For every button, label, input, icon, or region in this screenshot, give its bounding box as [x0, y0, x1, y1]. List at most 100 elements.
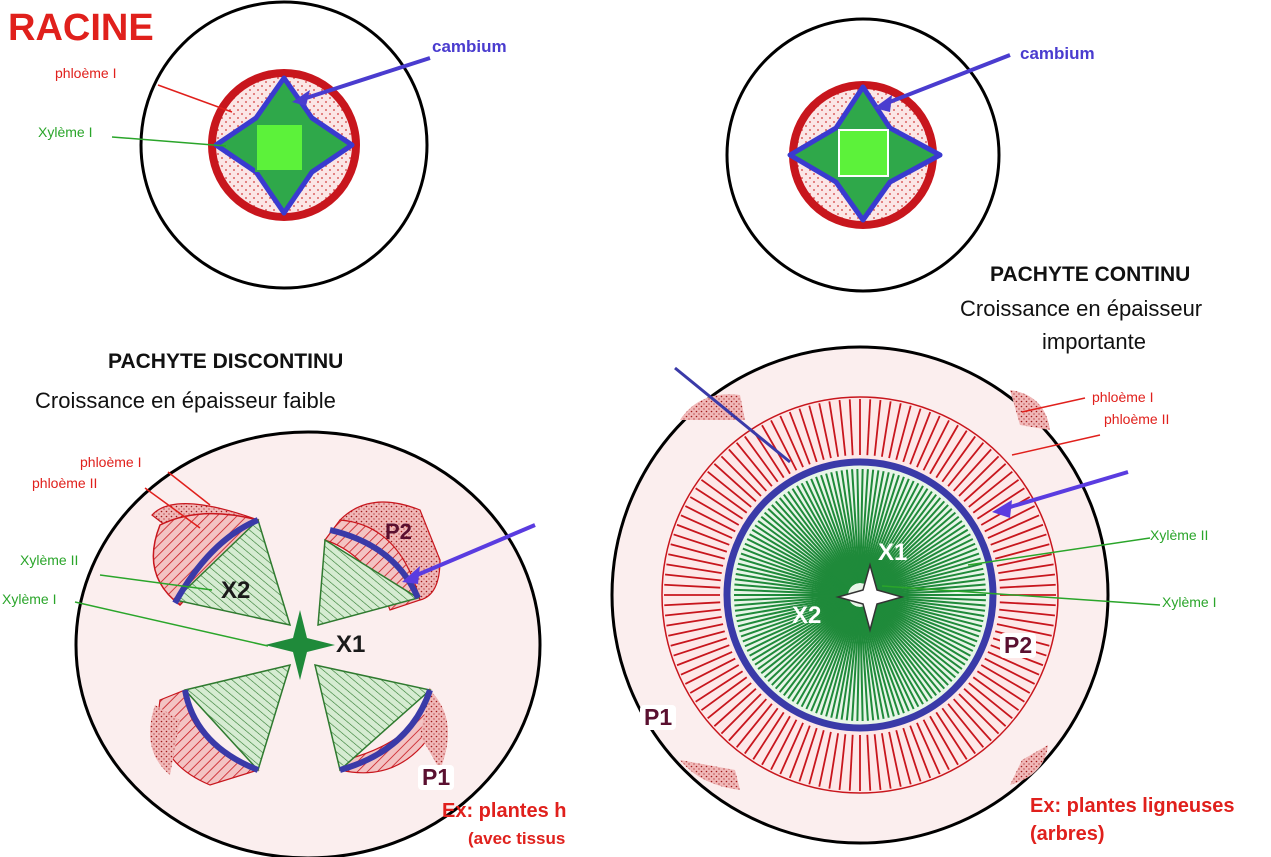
phloem-ray	[881, 401, 892, 457]
phloem-ray	[770, 419, 798, 471]
xylem-ray	[734, 583, 849, 595]
phloem-ray	[958, 693, 1000, 735]
phloem-ray	[689, 664, 740, 694]
discontinu-example-line1: Ex: plantes h	[442, 800, 567, 822]
xylem-ray	[866, 494, 937, 587]
xylem-ray	[800, 482, 856, 585]
phloem-ray	[695, 670, 744, 703]
pachyte-continu-section	[610, 345, 1161, 845]
xylem-ray	[870, 538, 974, 591]
phloem-ray	[818, 403, 832, 459]
xylem-ray	[870, 599, 971, 657]
phloem-ray	[881, 733, 892, 789]
phloem-ray	[676, 644, 730, 667]
root-section-right	[725, 17, 1011, 293]
phloem-ray	[941, 435, 976, 483]
discontinu-title: PACHYTE DISCONTINU	[108, 350, 344, 373]
xylem-ray	[859, 606, 869, 721]
phloem-ray	[976, 670, 1025, 703]
xylem-ray	[800, 605, 856, 708]
xylem-ray	[868, 511, 957, 588]
xylem-ray	[739, 597, 849, 633]
phloem-ray	[984, 505, 1036, 533]
phloem-ray	[972, 676, 1020, 711]
phloem-ray	[673, 533, 728, 553]
phloem-ray	[744, 435, 779, 483]
continu-example-line2: (arbres)	[1030, 823, 1105, 845]
xylem-ray	[871, 598, 980, 638]
phloem-ray	[770, 719, 798, 771]
phloem-ray	[929, 424, 959, 475]
phloem-ray	[963, 688, 1007, 727]
xylem-ray	[861, 472, 890, 584]
xylem-ray	[860, 606, 875, 721]
phloem-ray	[761, 715, 791, 766]
x2-label-discontinu: X2	[221, 577, 251, 604]
xylem-ray	[783, 494, 854, 587]
phloem-ray	[707, 470, 752, 508]
xylem-ray	[870, 533, 971, 591]
phloem-ray	[947, 442, 985, 487]
xylem-ray	[868, 601, 960, 675]
xylem-ray	[867, 602, 949, 686]
xylem-ray	[778, 603, 854, 693]
phloem-ray	[798, 408, 818, 463]
xylem-ray	[845, 469, 860, 584]
phloem-ray	[895, 729, 912, 785]
phloem-ray	[713, 688, 757, 727]
xylem-ray	[767, 508, 852, 588]
xylem-ray	[735, 573, 849, 594]
xylem-ray	[867, 603, 946, 690]
xylem-ray	[866, 603, 937, 696]
phloem-ray	[996, 623, 1052, 637]
phloem-ray	[866, 399, 872, 456]
phloem-ray	[999, 583, 1056, 589]
phloem-ray	[916, 415, 941, 468]
phloem-ray	[888, 731, 902, 787]
phloem-ray	[735, 442, 773, 487]
xylem-ray	[845, 606, 860, 721]
phloem-ray	[838, 399, 847, 456]
phloem-ray	[976, 487, 1025, 520]
xylem-ray	[868, 508, 953, 588]
xylem-ray	[865, 485, 924, 586]
xylem-ray	[771, 504, 853, 588]
phloem-ray	[680, 651, 733, 676]
phloem-ray	[720, 693, 762, 735]
xylem-ray	[757, 520, 851, 589]
phloem-ray	[902, 408, 922, 463]
xylem-ray	[866, 490, 933, 586]
phloem-ray	[958, 455, 1000, 497]
phloem-ray	[664, 583, 721, 589]
phloem-ray	[866, 734, 872, 791]
cambium-label-right: cambium	[1020, 44, 1095, 63]
xylem-ray	[746, 538, 850, 591]
xylem-ray	[840, 470, 860, 584]
phloem-ray	[953, 448, 992, 492]
xylem-ray	[859, 606, 864, 721]
xylem-ray	[734, 578, 849, 595]
xylem-ray	[869, 528, 969, 590]
xylem-ray	[791, 488, 855, 586]
phloem-ray	[695, 487, 744, 520]
phloem-ray	[818, 731, 832, 787]
p1-label-discontinu: P1	[418, 764, 455, 791]
racine-title: RACINE	[8, 7, 154, 49]
phloem-ray	[999, 601, 1056, 607]
xylem-ray	[851, 469, 861, 584]
phloem-ray	[953, 698, 992, 742]
xylem-ray	[861, 606, 885, 719]
phloem-ray	[838, 734, 847, 791]
xylem-ray	[749, 533, 850, 591]
xylem-ray	[870, 542, 976, 592]
phloeme-2-label-discontinu: phloème II	[32, 475, 98, 491]
xylem-ray	[740, 598, 849, 638]
phloem-ray	[895, 405, 912, 461]
xylem-ray	[864, 605, 915, 710]
phloem-ray	[999, 573, 1056, 582]
phloeme-1-label-continu: phloème I	[1092, 389, 1154, 405]
xylem-ray	[763, 511, 852, 588]
xylem-ray	[870, 598, 976, 648]
